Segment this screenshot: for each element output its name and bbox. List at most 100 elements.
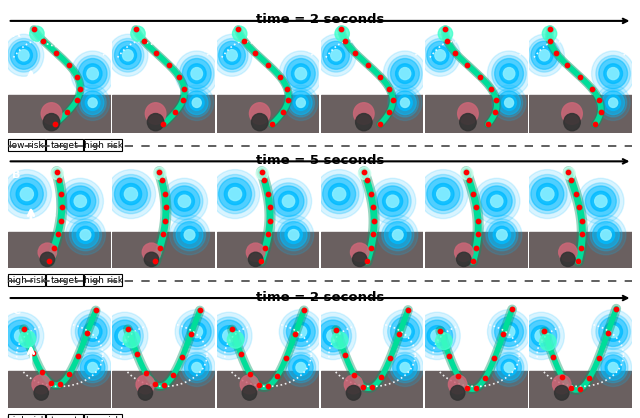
Circle shape — [500, 64, 518, 84]
Circle shape — [319, 174, 359, 214]
Circle shape — [392, 89, 419, 117]
Point — [453, 373, 463, 380]
Circle shape — [266, 178, 312, 224]
Circle shape — [497, 355, 522, 380]
Point — [473, 231, 483, 238]
Point — [387, 97, 397, 104]
Point — [54, 177, 64, 184]
Point — [265, 217, 275, 224]
Point — [186, 330, 196, 337]
Point — [49, 121, 60, 127]
Point — [444, 353, 454, 359]
Point — [56, 191, 67, 197]
Point — [75, 85, 85, 92]
Circle shape — [504, 362, 514, 372]
Circle shape — [10, 41, 37, 69]
Bar — [216, 232, 319, 268]
Text: high risk: high risk — [84, 275, 122, 285]
Circle shape — [161, 178, 207, 224]
Circle shape — [399, 326, 411, 338]
Circle shape — [106, 317, 143, 355]
Circle shape — [331, 50, 341, 61]
Circle shape — [481, 186, 512, 217]
Circle shape — [474, 178, 520, 224]
Text: target: target — [51, 140, 79, 150]
Point — [473, 217, 483, 224]
Point — [574, 204, 584, 211]
Circle shape — [282, 195, 294, 207]
Point — [272, 373, 282, 380]
Circle shape — [327, 330, 339, 342]
Circle shape — [385, 222, 411, 248]
Point — [38, 38, 49, 44]
Point — [28, 350, 38, 357]
Point — [159, 382, 169, 388]
Circle shape — [369, 178, 416, 224]
Circle shape — [424, 174, 463, 214]
Circle shape — [227, 331, 244, 348]
Circle shape — [62, 183, 99, 219]
Circle shape — [295, 326, 307, 338]
Circle shape — [427, 326, 447, 346]
Circle shape — [16, 184, 38, 205]
Point — [72, 97, 82, 104]
Circle shape — [76, 314, 110, 349]
Circle shape — [317, 320, 348, 352]
Circle shape — [486, 191, 507, 211]
Circle shape — [537, 184, 558, 205]
Circle shape — [374, 183, 411, 219]
Circle shape — [184, 355, 209, 380]
Circle shape — [173, 219, 205, 251]
Point — [435, 327, 445, 334]
Circle shape — [78, 352, 108, 383]
Circle shape — [458, 103, 478, 124]
Circle shape — [188, 64, 206, 84]
Circle shape — [280, 222, 307, 248]
Point — [263, 383, 273, 390]
Point — [131, 26, 141, 33]
Point — [45, 380, 56, 387]
Circle shape — [246, 243, 265, 261]
Circle shape — [554, 385, 569, 400]
Circle shape — [397, 359, 413, 376]
Circle shape — [115, 178, 147, 210]
Circle shape — [599, 59, 628, 89]
Text: B: B — [12, 170, 21, 180]
Point — [385, 355, 396, 362]
Bar — [216, 95, 319, 133]
Circle shape — [192, 362, 202, 372]
Circle shape — [186, 91, 208, 115]
Point — [257, 168, 267, 175]
Point — [29, 26, 39, 33]
Point — [587, 85, 597, 92]
Circle shape — [602, 91, 625, 115]
Circle shape — [170, 215, 209, 255]
Circle shape — [378, 215, 418, 255]
Circle shape — [431, 330, 444, 342]
Circle shape — [419, 317, 456, 355]
Point — [245, 371, 255, 377]
Circle shape — [500, 322, 518, 341]
Text: high risk: high risk — [7, 275, 45, 285]
Circle shape — [563, 167, 575, 180]
Circle shape — [70, 191, 90, 211]
Point — [590, 121, 600, 127]
Circle shape — [41, 103, 62, 124]
Point — [62, 109, 72, 116]
Circle shape — [414, 312, 460, 359]
Text: target: target — [51, 415, 79, 418]
Circle shape — [274, 215, 314, 255]
Circle shape — [396, 64, 414, 84]
Point — [375, 121, 385, 127]
Point — [282, 85, 292, 92]
Point — [367, 384, 378, 390]
Point — [566, 177, 577, 184]
Circle shape — [490, 349, 527, 387]
Text: C: C — [12, 306, 20, 316]
Point — [483, 121, 493, 127]
Circle shape — [7, 174, 47, 214]
Circle shape — [147, 114, 164, 131]
Circle shape — [381, 219, 414, 251]
Circle shape — [192, 98, 201, 107]
Circle shape — [294, 95, 308, 110]
